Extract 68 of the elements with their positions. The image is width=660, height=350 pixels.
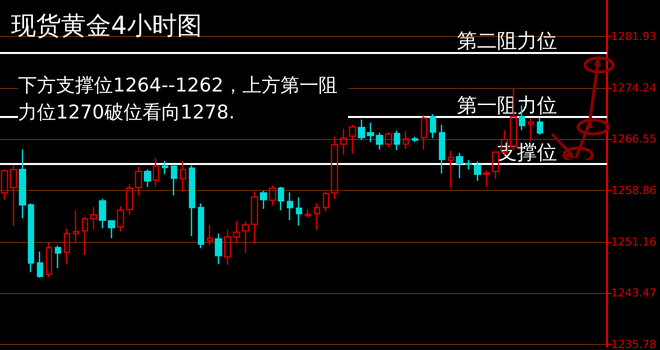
candlestick: [430, 113, 436, 139]
candlestick: [82, 216, 88, 256]
y-tick-label: 1266.55: [611, 132, 656, 146]
y-tick-label: 1258.86: [611, 184, 656, 197]
candlestick: [214, 232, 222, 265]
candlestick: [188, 164, 196, 237]
candlestick: [54, 244, 62, 269]
candlestick: [18, 148, 26, 219]
candlestick: [384, 131, 392, 148]
candlestick: [474, 160, 482, 182]
candlestick: [36, 250, 44, 278]
candlestick: [304, 208, 312, 218]
candlestick: [206, 224, 214, 246]
candlestick: [348, 124, 356, 154]
candlestick: [162, 160, 168, 175]
candlestick: [116, 206, 124, 232]
candlestick: [394, 130, 400, 151]
candlestick: [108, 220, 116, 239]
candlestick: [46, 242, 52, 278]
y-tick-label: 1274.24: [611, 81, 656, 94]
candlestick: [90, 206, 98, 230]
candlestick: [250, 190, 258, 244]
candlestick: [198, 202, 204, 249]
candlestick: [242, 220, 250, 254]
candlestick: [144, 168, 152, 188]
candlestick: [536, 116, 544, 136]
candlestick: [358, 118, 366, 141]
candlestick: [0, 168, 8, 200]
candlestick: [268, 184, 276, 206]
candlestick: [322, 190, 330, 212]
candlestick: [340, 128, 348, 156]
candlestick: [420, 114, 428, 150]
text: 现货黄金4小时图: [11, 11, 202, 40]
candlestick: [464, 160, 472, 170]
y-tick-label: 1251.16: [611, 235, 656, 248]
candlestick: [28, 202, 34, 273]
candlestick: [482, 170, 490, 188]
y-tick-label: 1235.78: [611, 338, 656, 350]
candlestick: [376, 132, 384, 150]
candlestick: [366, 122, 374, 143]
candlestick: [10, 164, 18, 226]
candlestick: [64, 228, 70, 265]
candlestick: [528, 118, 534, 142]
candlestick: [412, 136, 418, 143]
candlestick: [448, 150, 454, 188]
candlestick: [456, 152, 464, 179]
candlestick: [232, 220, 240, 244]
candlestick: [438, 124, 446, 174]
candlestick: [260, 190, 268, 210]
ref-line-label: 第二阻力位: [457, 28, 557, 53]
candlestick: [152, 158, 160, 187]
y-tick-label: 1281.93: [611, 30, 656, 44]
candlestick: [170, 164, 178, 196]
candlestick: [314, 202, 320, 230]
annotation: 下方支撑位1264--1262，上方第一阻力位1270破位看向1278.: [18, 74, 338, 124]
candlestick: [296, 196, 302, 226]
candlestick: [402, 130, 410, 150]
candlestick: [278, 186, 284, 211]
candlestick: [98, 198, 106, 229]
candlestick: [72, 210, 80, 243]
candlestick: [224, 228, 232, 266]
candlestick: [492, 152, 500, 180]
candlestick: [134, 166, 142, 196]
y-tick-label: 1243.47: [611, 286, 656, 300]
candlestick: [286, 192, 294, 221]
candlestick: [126, 184, 134, 216]
candlestick: [180, 160, 186, 192]
candlestick: [330, 136, 338, 200]
